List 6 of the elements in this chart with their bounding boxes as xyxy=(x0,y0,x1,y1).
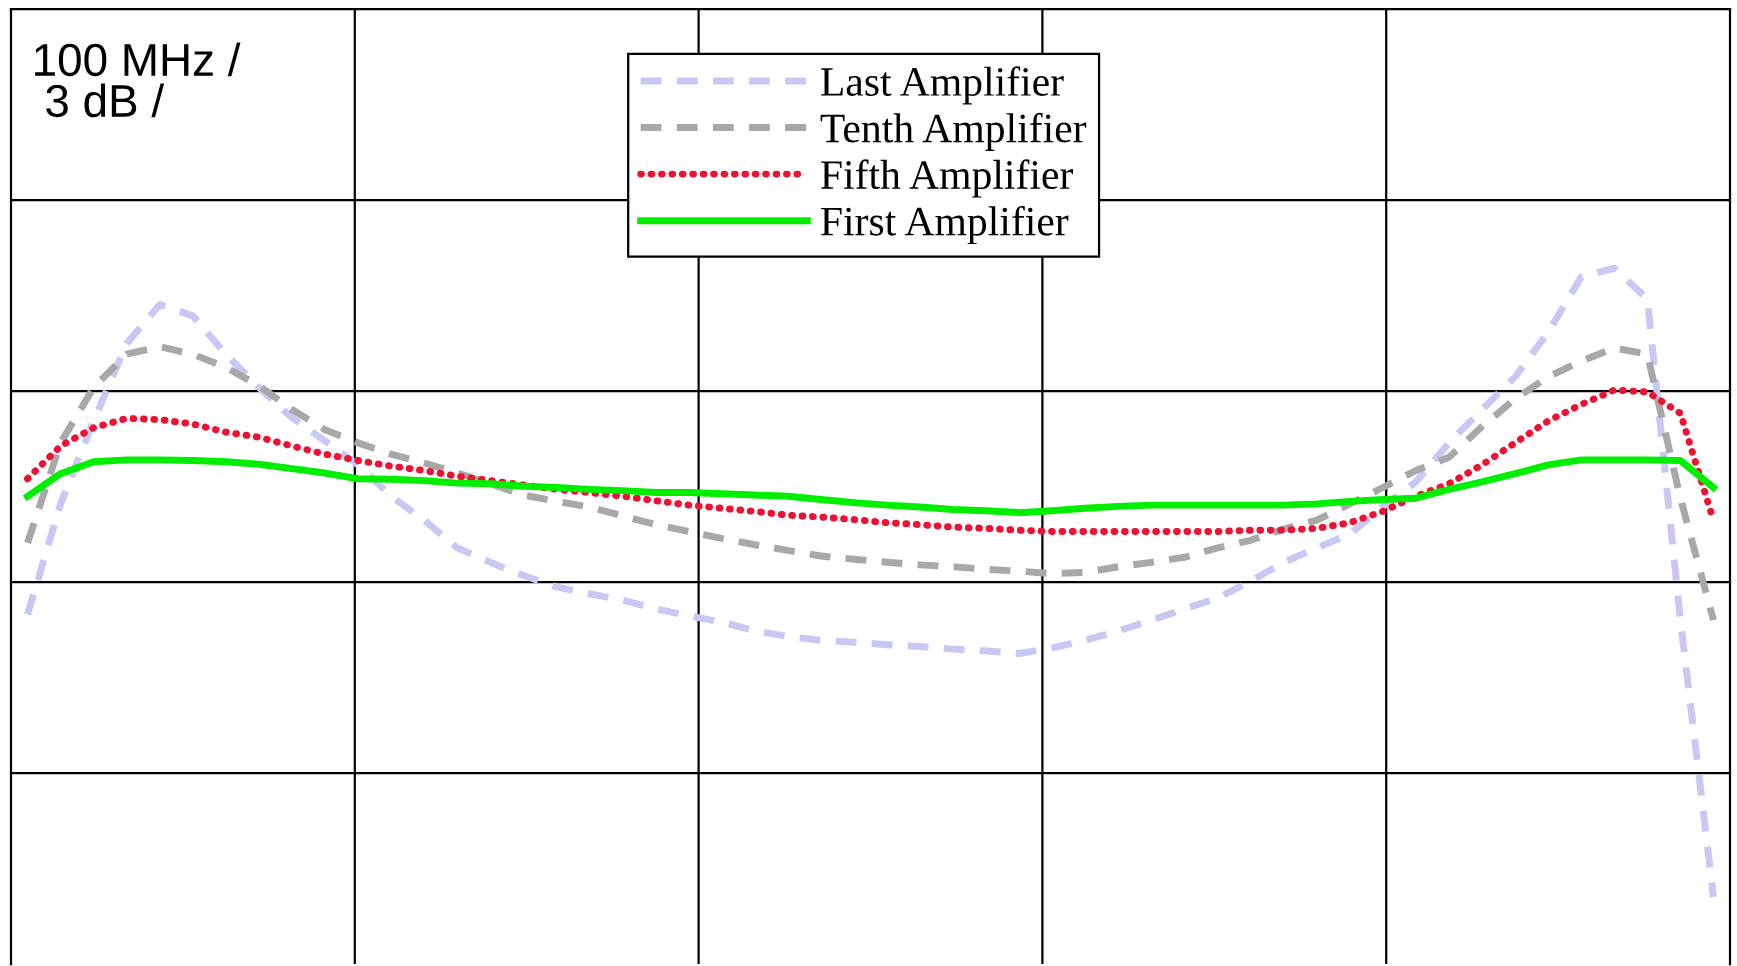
legend-label: Fifth Amplifier xyxy=(821,159,1073,198)
legend-label: Tenth Amplifier xyxy=(820,112,1087,152)
text: 100 MHz / xyxy=(35,42,241,77)
text: 3 dB / xyxy=(46,83,165,118)
legend-label: Last Amplifier xyxy=(821,66,1064,105)
legend-label: First Amplifier xyxy=(821,205,1069,245)
